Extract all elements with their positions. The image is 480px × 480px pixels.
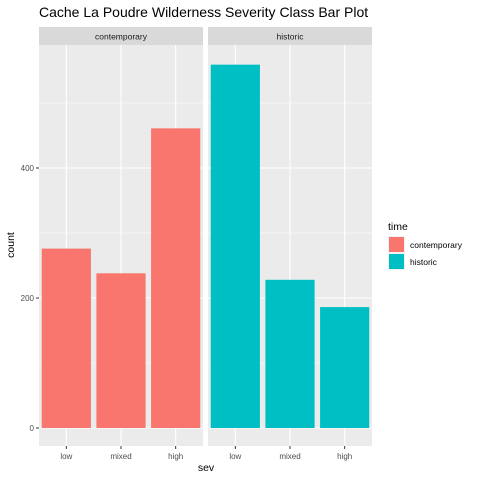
facet-strip bbox=[208, 27, 372, 45]
legend-swatch bbox=[389, 254, 404, 269]
x-tick-label: mixed bbox=[110, 452, 131, 461]
y-tick-label: 0 bbox=[30, 424, 35, 433]
x-tick-label: low bbox=[60, 452, 72, 461]
legend-item-historic: historic bbox=[388, 253, 438, 270]
facet-strip-label: contemporary bbox=[95, 32, 148, 42]
legend-swatch bbox=[389, 237, 404, 252]
bar-contemporary-low bbox=[41, 248, 91, 428]
facet-strip-label: historic bbox=[277, 32, 305, 42]
y-tick-label: 400 bbox=[21, 164, 35, 173]
bar-historic-high bbox=[320, 307, 370, 428]
x-axis-title: sev bbox=[198, 462, 215, 474]
y-axis-title: count bbox=[5, 232, 17, 258]
facet-panel-contemporary: contemporary low mixed high bbox=[39, 27, 203, 461]
x-tick-label: high bbox=[168, 452, 183, 461]
legend-item-contemporary: contemporary bbox=[388, 236, 463, 253]
x-tick-label: low bbox=[229, 452, 241, 461]
legend-title: time bbox=[388, 221, 408, 233]
bar-historic-mixed bbox=[265, 279, 315, 428]
chart-title: Cache La Poudre Wilderness Severity Clas… bbox=[39, 4, 368, 20]
x-tick-label: high bbox=[337, 452, 352, 461]
bar-contemporary-mixed bbox=[96, 273, 146, 428]
y-tick-label: 200 bbox=[21, 294, 35, 303]
legend-label: contemporary bbox=[410, 240, 463, 250]
y-axis: 0 200 400 bbox=[21, 164, 39, 433]
bar-historic-low bbox=[210, 64, 260, 429]
facet-panels: contemporary low mixed high historic low mixed… bbox=[39, 27, 372, 461]
facet-strip bbox=[39, 27, 203, 45]
bar-contemporary-high bbox=[151, 128, 201, 428]
x-tick-label: mixed bbox=[279, 452, 300, 461]
facet-panel-historic: historic low mixed high bbox=[208, 27, 372, 461]
legend-label: historic bbox=[410, 257, 438, 267]
